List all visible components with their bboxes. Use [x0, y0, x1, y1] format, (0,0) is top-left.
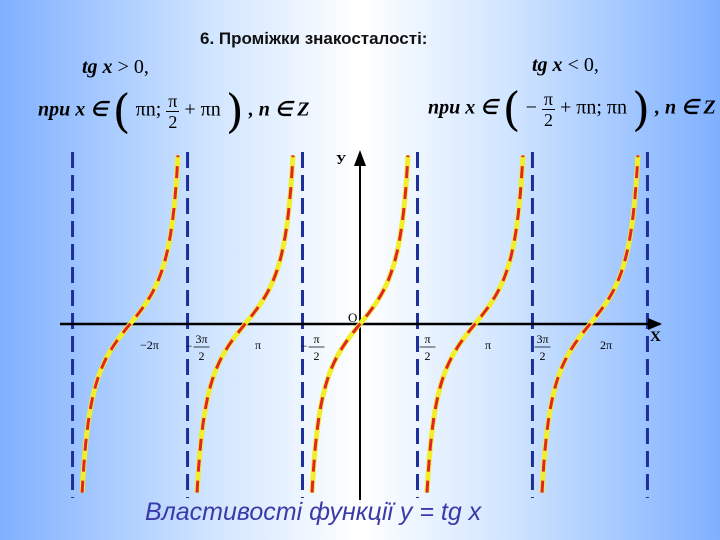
left-interval: при x ∈ ( πn; π 2 + πn ) , n ∈ Z	[38, 84, 309, 138]
x-tick-5-label: π	[485, 338, 491, 352]
left-interval-pri: при	[38, 98, 71, 121]
tan-branch-3	[309, 155, 411, 493]
left-interval-end: + πn	[184, 98, 221, 121]
x-tick-3-num: π	[313, 332, 319, 346]
left-interval-open-paren: (	[112, 84, 131, 138]
x-tick-4-den: 2	[424, 349, 430, 363]
right-condition-func: tg x	[532, 54, 563, 76]
left-interval-x-in: x ∈	[75, 98, 108, 121]
right-interval-frac-den: 2	[543, 109, 553, 130]
tan-branch-3-red	[310, 155, 410, 493]
x-tick-7-label: 2π	[600, 338, 612, 352]
x-tick-1-sign: −	[186, 339, 193, 353]
x-tick-1: −3π 2	[186, 332, 210, 363]
x-tick-3: − π 2	[301, 332, 325, 363]
x-axis-label: X	[650, 329, 661, 345]
left-interval-n-in: , n ∈ Z	[248, 98, 310, 121]
left-interval-fraction: π 2	[166, 90, 180, 132]
tan-branch-1-red	[80, 155, 180, 493]
tan-branch-4-red	[425, 155, 525, 493]
left-condition: tg x > 0,	[82, 56, 149, 79]
origin-label: O	[348, 310, 357, 325]
right-interval-x-in: x ∈	[465, 96, 498, 119]
tan-branch-2	[194, 155, 296, 493]
right-condition: tg x < 0,	[532, 54, 599, 77]
section-heading: 6. Проміжки знакосталості:	[200, 29, 428, 48]
x-tick-6: 3π2	[534, 332, 551, 363]
y-axis-label: У	[336, 153, 346, 168]
left-condition-sign: > 0,	[117, 56, 149, 78]
left-interval-start: πn;	[135, 98, 162, 121]
x-tick-6-num: 3π	[536, 332, 548, 346]
curves-layer	[79, 155, 641, 493]
x-tick-2-label: π	[255, 338, 261, 352]
right-interval-open-paren: (	[502, 82, 521, 136]
right-interval-frac-num: π	[541, 88, 555, 110]
right-interval-n-in: , n ∈ Z	[654, 96, 716, 119]
right-interval-close-paren: )	[632, 82, 650, 136]
right-interval-pri: при	[428, 96, 461, 119]
left-interval-frac-den: 2	[168, 111, 178, 132]
right-condition-sign: < 0,	[567, 54, 599, 76]
right-interval: при x ∈ ( − π 2 + πn; πn ) , n ∈ Z	[428, 82, 716, 136]
chart-footer-title: Властивості функції y = tg x	[145, 498, 482, 526]
x-tick-5: π	[485, 338, 491, 352]
x-axis-arrow	[648, 318, 662, 330]
x-tick-4-num: π	[424, 332, 430, 346]
left-condition-func: tg x	[82, 56, 113, 78]
tan-branch-4	[424, 155, 526, 493]
x-tick-0: −2π	[140, 338, 159, 352]
tan-branch-5	[539, 155, 641, 493]
x-tick-6-den: 2	[539, 349, 545, 363]
left-interval-close-paren: )	[225, 84, 244, 138]
y-axis-arrow	[354, 150, 366, 166]
tan-branch-2-red	[195, 155, 295, 493]
tan-branch-5-red	[540, 155, 640, 493]
x-tick-2: π	[255, 338, 261, 352]
x-tick-1-num: 3π	[195, 332, 207, 346]
x-tick-7: 2π	[600, 338, 612, 352]
x-tick-4: π2	[419, 332, 436, 363]
x-tick-3-sign: −	[301, 339, 308, 353]
left-interval-frac-num: π	[166, 90, 180, 112]
right-interval-minus: −	[525, 96, 537, 119]
right-interval-end: + πn; πn	[560, 96, 628, 119]
x-tick-3-den: 2	[314, 349, 320, 363]
right-interval-fraction: π 2	[541, 88, 555, 130]
x-tick-0-label: −2π	[140, 338, 159, 352]
x-tick-1-den: 2	[199, 349, 205, 363]
tan-branch-1	[79, 155, 181, 493]
